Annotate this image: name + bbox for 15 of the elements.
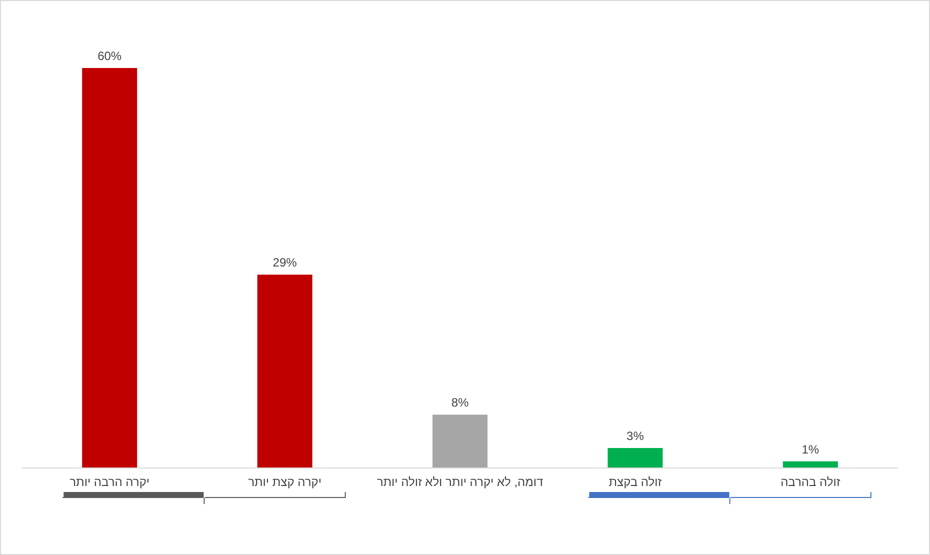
x-tick-label: זולה בהרבה [780,475,840,489]
data-label: 3% [626,429,644,443]
bar [82,68,138,468]
x-tick-label: דומה, לא יקרה יותר ולא זולה יותר [376,475,544,489]
data-label: 8% [451,396,469,410]
x-tick-label: זולה בקצת [608,475,662,489]
data-label: 60% [98,49,122,63]
bar [608,448,663,468]
bar [257,274,312,468]
data-label: 29% [272,256,298,270]
bar [782,461,838,468]
x-tick-label: יקרה קצת יותר [248,475,322,489]
bar [432,414,488,468]
x-tick-label: יקרה הרבה יותר [70,475,150,489]
data-label: 1% [802,442,820,456]
